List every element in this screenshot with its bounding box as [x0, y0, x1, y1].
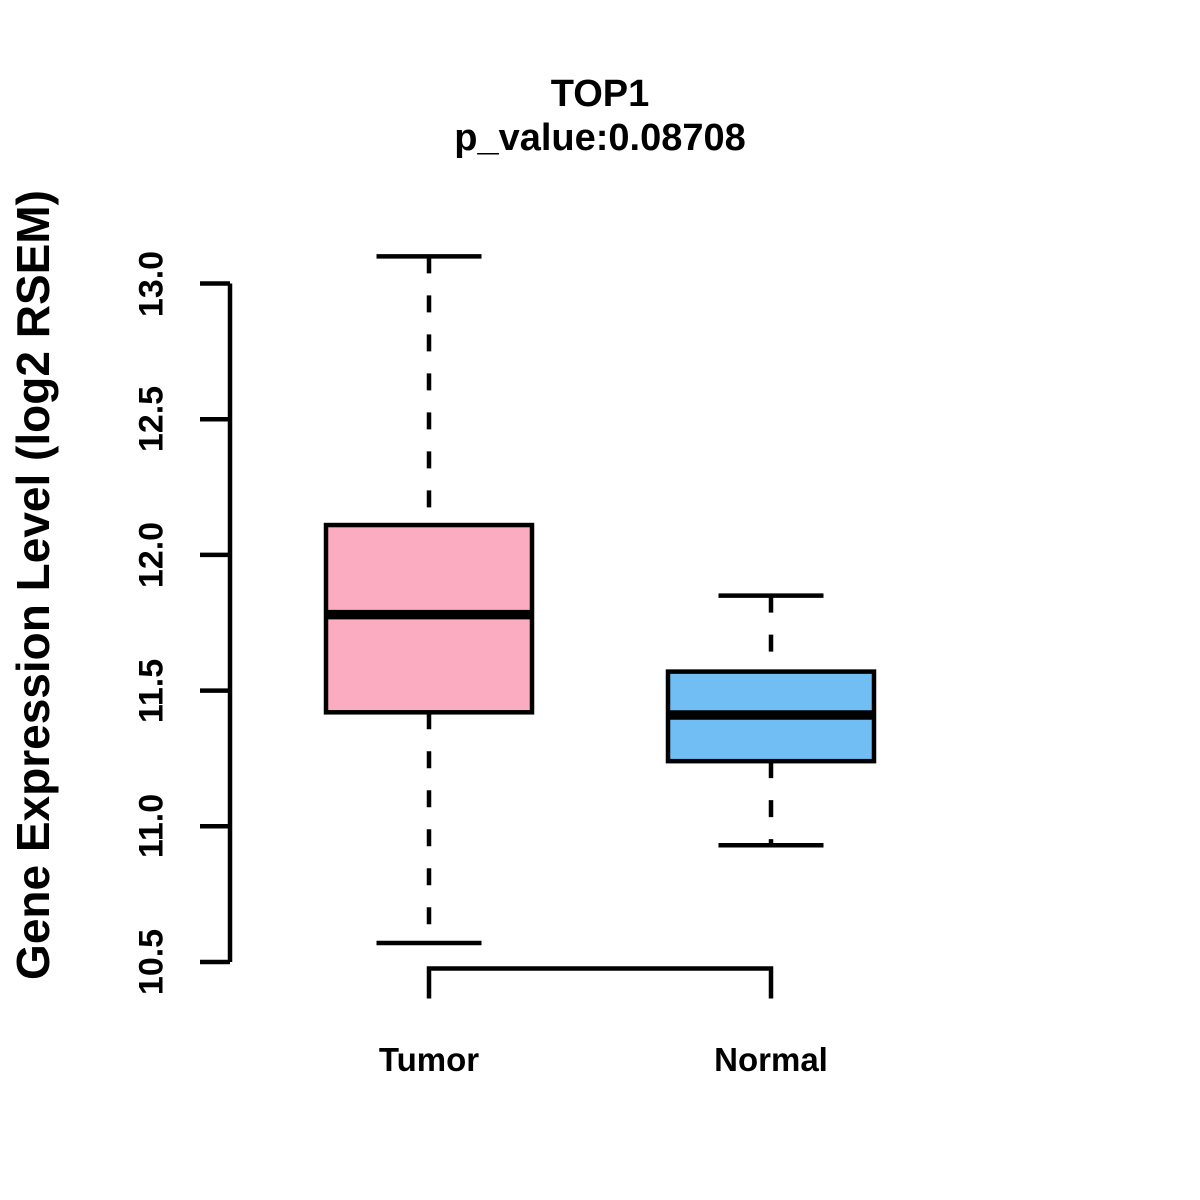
chart-subtitle: p_value:0.08708: [454, 117, 746, 159]
x-category-label: Normal: [714, 1041, 828, 1078]
x-axis-bracket: [426, 966, 774, 999]
y-tick-label: 11.0: [132, 794, 171, 859]
y-tick-label: 10.5: [132, 928, 171, 996]
chart-title: TOP1: [550, 73, 650, 115]
y-tick-label: 13.0: [132, 250, 171, 317]
y-tick-label: 11.5: [132, 658, 171, 723]
y-tick-label: 12.0: [132, 521, 171, 588]
x-category-label: Tumor: [378, 1041, 480, 1078]
y-tick-label: 12.5: [132, 386, 171, 453]
